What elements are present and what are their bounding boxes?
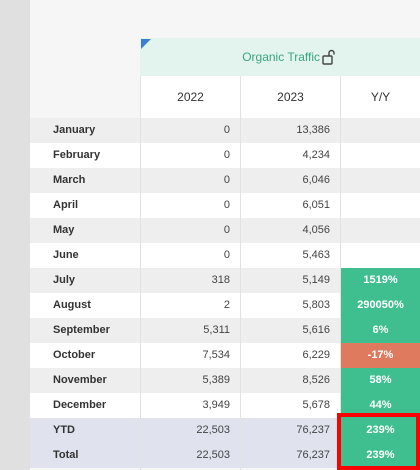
value-2023: 5,678 (302, 399, 330, 411)
row-label: YTD (53, 424, 75, 436)
column-divider (240, 118, 241, 470)
table-row: November 5,389 8,526 58% (30, 368, 420, 393)
value-2022: 5,311 (203, 324, 230, 336)
value-2023: 4,234 (302, 149, 330, 161)
yoy-change: 6% (341, 318, 420, 343)
value-2022: 5,389 (202, 374, 230, 386)
value-2022: 0 (223, 199, 230, 211)
yoy-change: -17% (341, 343, 420, 368)
yoy-change: 239% (341, 443, 420, 468)
value-2023: 5,803 (302, 299, 330, 311)
value-2022: 0 (223, 249, 230, 261)
value-2022: 3,949 (202, 399, 230, 411)
column-header-yy[interactable]: Y/Y (340, 76, 420, 118)
value-2022: 0 (223, 149, 230, 161)
row-label: August (53, 299, 91, 311)
column-header-2023[interactable]: 2023 (240, 76, 340, 118)
value-2023: 76,237 (296, 449, 330, 461)
unlock-icon[interactable] (321, 48, 337, 66)
value-2023: 6,051 (302, 199, 330, 211)
table-row: June 0 5,463 (30, 243, 420, 268)
yoy-change: 1519% (341, 268, 420, 293)
yoy-change (341, 218, 420, 243)
summary-row: Total 22,503 76,237 239% (30, 443, 420, 468)
value-2023: 6,046 (302, 174, 330, 186)
row-label: July (53, 274, 76, 286)
table-row: March 0 6,046 (30, 168, 420, 193)
column-divider (140, 118, 141, 470)
value-2023: 76,237 (296, 424, 330, 436)
table-row: October 7,534 6,229 -17% (30, 343, 420, 368)
value-2022: 7,534 (202, 349, 230, 361)
value-2022: 22,503 (196, 449, 230, 461)
corner-marker (141, 39, 151, 49)
metric-header (140, 38, 420, 76)
row-label: Total (53, 449, 79, 461)
row-label: October (53, 349, 96, 361)
value-2022: 2 (223, 299, 230, 311)
yoy-change (341, 193, 420, 218)
value-2022: 0 (223, 124, 230, 136)
value-2023: 5,463 (302, 249, 330, 261)
value-2022: 0 (223, 174, 230, 186)
table-row: April 0 6,051 (30, 193, 420, 218)
value-2023: 5,149 (302, 274, 330, 286)
row-label: May (53, 224, 75, 236)
row-label: September (53, 324, 110, 336)
yoy-change: 58% (341, 368, 420, 393)
value-2023: 6,229 (302, 349, 330, 361)
yoy-change: 290050% (341, 293, 420, 318)
column-divider (340, 118, 341, 470)
table-row: February 0 4,234 (30, 143, 420, 168)
summary-row: YTD 22,503 76,237 239% (30, 418, 420, 443)
highlight-box (337, 413, 420, 470)
table-row: August 2 5,803 290050% (30, 293, 420, 318)
yoy-change (341, 168, 420, 193)
value-2022: 318 (211, 274, 230, 286)
row-label: February (53, 149, 101, 161)
value-2023: 8,526 (302, 374, 330, 386)
column-header-2022[interactable]: 2022 (140, 76, 240, 118)
yoy-change (341, 118, 420, 143)
yoy-change (341, 143, 420, 168)
row-label: December (53, 399, 107, 411)
yoy-change (341, 243, 420, 268)
value-2023: 5,616 (302, 324, 330, 336)
yoy-change: 239% (341, 418, 420, 443)
row-label: June (53, 249, 79, 261)
table-row: July 318 5,149 1519% (30, 268, 420, 293)
row-label: March (53, 174, 86, 186)
table-row: May 0 4,056 (30, 218, 420, 243)
row-label: November (53, 374, 107, 386)
value-2022: 22,503 (196, 424, 230, 436)
row-label: January (53, 124, 96, 136)
row-label: April (53, 199, 79, 211)
value-2022: 0 (223, 224, 230, 236)
table-row: September 5,311 5,616 6% (30, 318, 420, 343)
table-row: January 0 13,386 (30, 118, 420, 143)
value-2023: 4,056 (302, 224, 330, 236)
value-2023: 13,386 (296, 124, 330, 136)
metric-title: Organic Traffic (242, 50, 320, 64)
